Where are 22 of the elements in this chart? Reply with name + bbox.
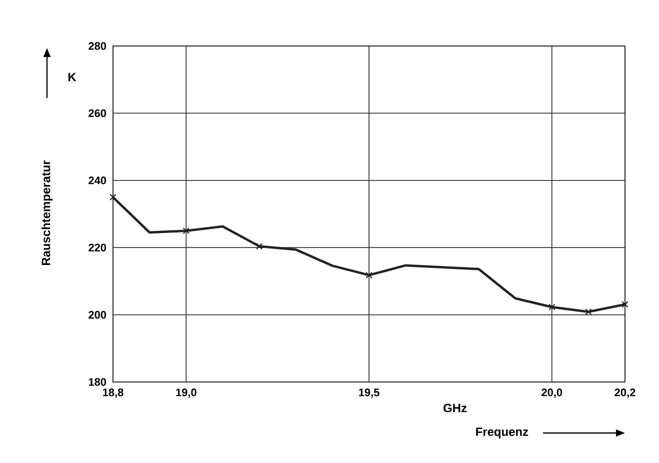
point <box>366 272 372 279</box>
point <box>182 227 190 234</box>
text: GHz <box>444 404 467 412</box>
point <box>110 194 116 201</box>
y-tick-label: 180 <box>88 378 106 386</box>
x-axis-title: Frequenz <box>476 428 528 438</box>
x-tick-label: 20,0 <box>542 388 562 398</box>
y-tick-label: 220 <box>88 244 106 252</box>
y-axis-title: Rauschtemperatur <box>41 160 53 266</box>
y-tick-label: 200 <box>88 310 106 319</box>
x-tick-label: 20,2 <box>614 388 636 398</box>
point <box>548 304 556 310</box>
point <box>585 308 592 316</box>
x-tick-label: 18,8 <box>103 388 124 398</box>
point <box>256 242 263 250</box>
y-tick-label: 260 <box>88 109 106 118</box>
x-tick-label: 19,5 <box>359 388 380 398</box>
y-tick-label: 240 <box>88 176 106 184</box>
y-tick-label: 280 <box>88 42 106 50</box>
point <box>622 301 628 308</box>
text: K <box>68 72 76 82</box>
x-tick-label: 19,0 <box>176 388 196 398</box>
